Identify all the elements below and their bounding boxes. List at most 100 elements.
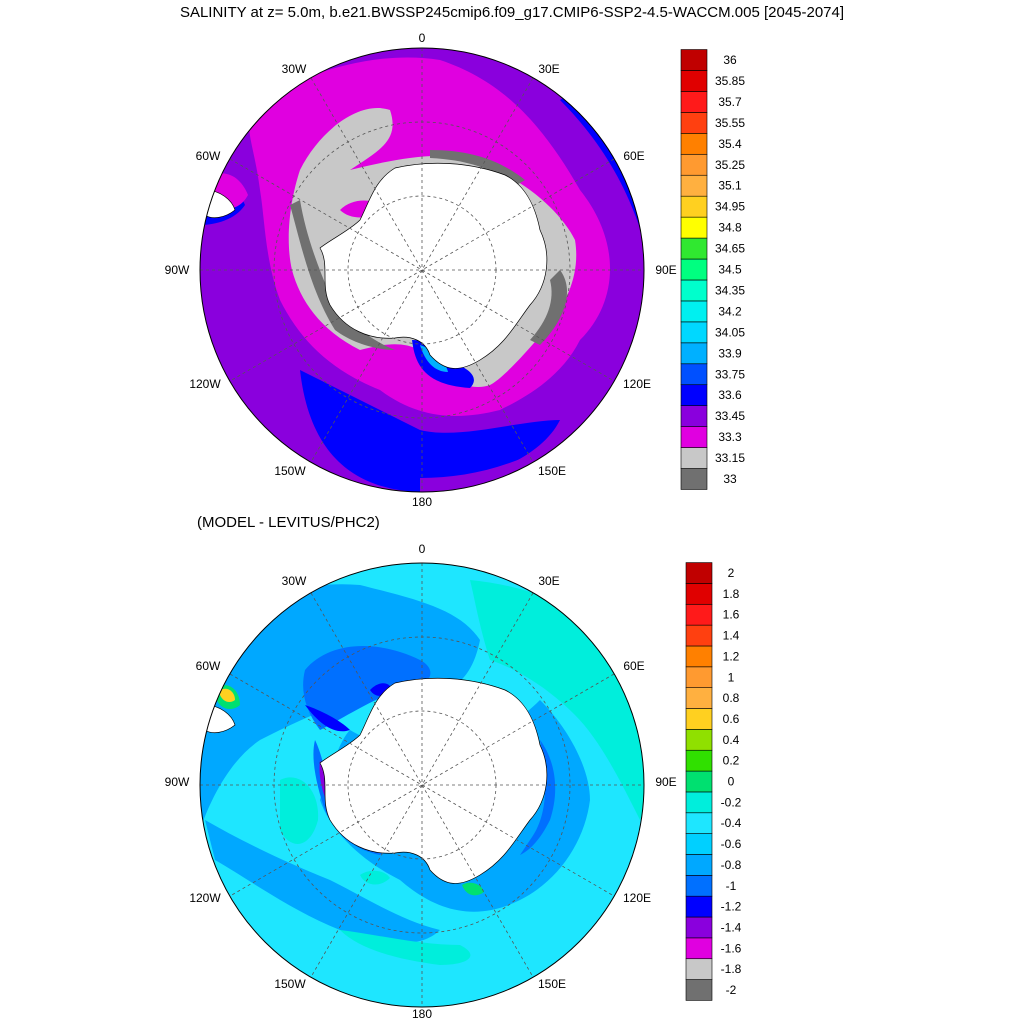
salinity-map-border bbox=[199, 47, 645, 493]
salinity-colorbar-tick-label: 35.55 bbox=[715, 116, 745, 130]
salinity-colorbar-tick-label: 33.6 bbox=[718, 388, 742, 402]
difference-colorbar-swatch bbox=[685, 895, 713, 918]
salinity-colorbar-swatch bbox=[680, 279, 708, 302]
difference-cyan-patch bbox=[360, 870, 390, 885]
salinity-colorbar-tick-label: 33 bbox=[723, 472, 737, 486]
salinity-colorbar-swatch bbox=[680, 153, 708, 176]
salinity-colorbar-tick-label: 34.8 bbox=[718, 221, 742, 235]
lon-label-120w: 120W bbox=[189, 377, 221, 391]
difference-colorbar-tick-label: -0.4 bbox=[721, 816, 742, 830]
difference-colorbar-swatch bbox=[685, 958, 713, 980]
difference-colorbar-tick-label: -2 bbox=[726, 983, 737, 997]
salinity-colorbar-tick-label: 34.65 bbox=[715, 242, 745, 256]
lon-label-0-lower: 0 bbox=[419, 542, 426, 556]
salinity-colorbar: 36 35.85 35.7 35.55 35.4 35.25 35.1 34.95 34.8 34… bbox=[680, 49, 745, 490]
difference-green-ross bbox=[462, 882, 484, 896]
difference-colorbar-tick-label: 1.2 bbox=[723, 649, 740, 663]
difference-colorbar-tick-label: 1.6 bbox=[723, 608, 740, 622]
lon-label-120w-lower: 120W bbox=[189, 891, 221, 905]
salinity-colorbar-swatch bbox=[680, 363, 708, 386]
salinity-colorbar-swatch bbox=[680, 405, 708, 427]
difference-colorbar-tick-label: 0.6 bbox=[723, 712, 740, 726]
difference-colorbar-swatch bbox=[685, 562, 713, 584]
salinity-darkgrey-east bbox=[530, 270, 568, 345]
difference-colorbar-tick-label: 1.8 bbox=[723, 587, 740, 601]
salinity-colorbar-tick-label: 35.25 bbox=[715, 158, 745, 172]
lon-label-180: 180 bbox=[412, 495, 432, 509]
figure-title: SALINITY at z= 5.0m, b.e21.BWSSP245cmip6… bbox=[179, 4, 845, 21]
difference-band-west bbox=[200, 584, 480, 830]
lon-label-60e-lower: 60E bbox=[623, 659, 644, 673]
difference-sa-yellow bbox=[220, 688, 235, 703]
lon-label-180-lower: 180 bbox=[412, 1007, 432, 1021]
difference-darkblue-patch bbox=[305, 705, 350, 732]
lon-label-150w: 150W bbox=[274, 464, 306, 478]
lon-label-150e-lower: 150E bbox=[538, 977, 566, 991]
lon-label-30e-lower: 30E bbox=[538, 574, 559, 588]
lon-label-60w: 60W bbox=[196, 149, 221, 163]
difference-map: 0 30W 30E 60W 60E 90W 90E 120W 120E 150W… bbox=[165, 542, 677, 1021]
difference-colorbar-swatch bbox=[685, 770, 713, 793]
difference-colorbar-swatch bbox=[685, 624, 713, 647]
salinity-colorbar-swatch bbox=[680, 468, 708, 490]
salinity-colorbar-swatch bbox=[680, 237, 708, 260]
salinity-colorbar-tick-label: 34.2 bbox=[718, 304, 742, 318]
difference-cyan-west bbox=[280, 777, 319, 844]
salinity-colorbar-tick-label: 33.75 bbox=[715, 367, 745, 381]
salinity-colorbar-swatch bbox=[680, 112, 708, 134]
salinity-colorbar-swatch bbox=[680, 216, 708, 239]
salinity-violet-rim bbox=[420, 450, 540, 492]
salinity-colorbar-tick-label: 34.35 bbox=[715, 283, 745, 297]
salinity-graticule bbox=[200, 48, 644, 492]
difference-band-southwest bbox=[205, 820, 440, 944]
salinity-colorbar-swatch bbox=[680, 49, 708, 71]
lon-label-150w-lower: 150W bbox=[274, 977, 306, 991]
lon-label-90w: 90W bbox=[165, 263, 190, 277]
difference-colorbar-tick-label: -1.8 bbox=[721, 962, 742, 976]
difference-colorbar-swatch bbox=[685, 937, 713, 960]
salinity-colorbar-tick-label: 34.5 bbox=[718, 263, 742, 277]
difference-colorbar-tick-label: 2 bbox=[728, 566, 735, 580]
salinity-colorbar-tick-label: 33.3 bbox=[718, 430, 742, 444]
salinity-colorbar-tick-label: 35.85 bbox=[715, 74, 745, 88]
salinity-colorbar-swatch bbox=[680, 70, 708, 92]
difference-colorbar-tick-label: -0.6 bbox=[721, 837, 742, 851]
difference-map-border bbox=[199, 562, 645, 1008]
difference-colorbar-tick-label: 0.2 bbox=[723, 754, 740, 768]
antarctica-land bbox=[319, 162, 548, 369]
difference-colorbar-swatch bbox=[685, 916, 713, 939]
salinity-darkgrey-north bbox=[430, 150, 525, 186]
difference-colorbar-swatch bbox=[685, 645, 713, 668]
lon-label-120e-lower: 120E bbox=[623, 891, 651, 905]
lon-label-60e: 60E bbox=[623, 149, 644, 163]
salinity-colorbar-tick-label: 35.4 bbox=[718, 137, 742, 151]
lon-label-90e: 90E bbox=[655, 263, 676, 277]
difference-colorbar-tick-label: -0.2 bbox=[721, 795, 742, 809]
difference-colorbar-swatch bbox=[685, 854, 713, 876]
lon-label-60w-lower: 60W bbox=[196, 659, 221, 673]
salinity-colorbar-tick-label: 33.9 bbox=[718, 346, 742, 360]
difference-blue-weddell bbox=[303, 646, 431, 730]
difference-cyan-south bbox=[340, 930, 471, 965]
salinity-colorbar-swatch bbox=[680, 133, 708, 155]
difference-colorbar-tick-label: 1 bbox=[728, 670, 735, 684]
lon-label-30e: 30E bbox=[538, 62, 559, 76]
lon-label-90e-lower: 90E bbox=[655, 775, 676, 789]
difference-colorbar-tick-label: 0.4 bbox=[723, 733, 740, 747]
difference-colorbar-swatch bbox=[685, 979, 713, 1001]
salinity-colorbar-tick-label: 34.95 bbox=[715, 200, 745, 214]
lon-label-150e: 150E bbox=[538, 464, 566, 478]
salinity-colorbar-tick-label: 33.15 bbox=[715, 451, 745, 465]
difference-colorbar-tick-label: 0 bbox=[728, 775, 735, 789]
salinity-colorbar-tick-label: 34.05 bbox=[715, 325, 745, 339]
lon-label-30w-lower: 30W bbox=[282, 574, 307, 588]
salinity-colorbar-tick-label: 35.1 bbox=[718, 179, 742, 193]
salinity-colorbar-swatch bbox=[680, 300, 708, 323]
difference-colorbar-tick-label: -1.4 bbox=[721, 920, 742, 934]
salinity-colorbar-swatch bbox=[680, 258, 708, 281]
difference-graticule bbox=[200, 563, 644, 1007]
difference-colorbar-swatch bbox=[685, 791, 713, 814]
salinity-colorbar-swatch bbox=[680, 426, 708, 448]
difference-colorbar-swatch bbox=[685, 708, 713, 730]
